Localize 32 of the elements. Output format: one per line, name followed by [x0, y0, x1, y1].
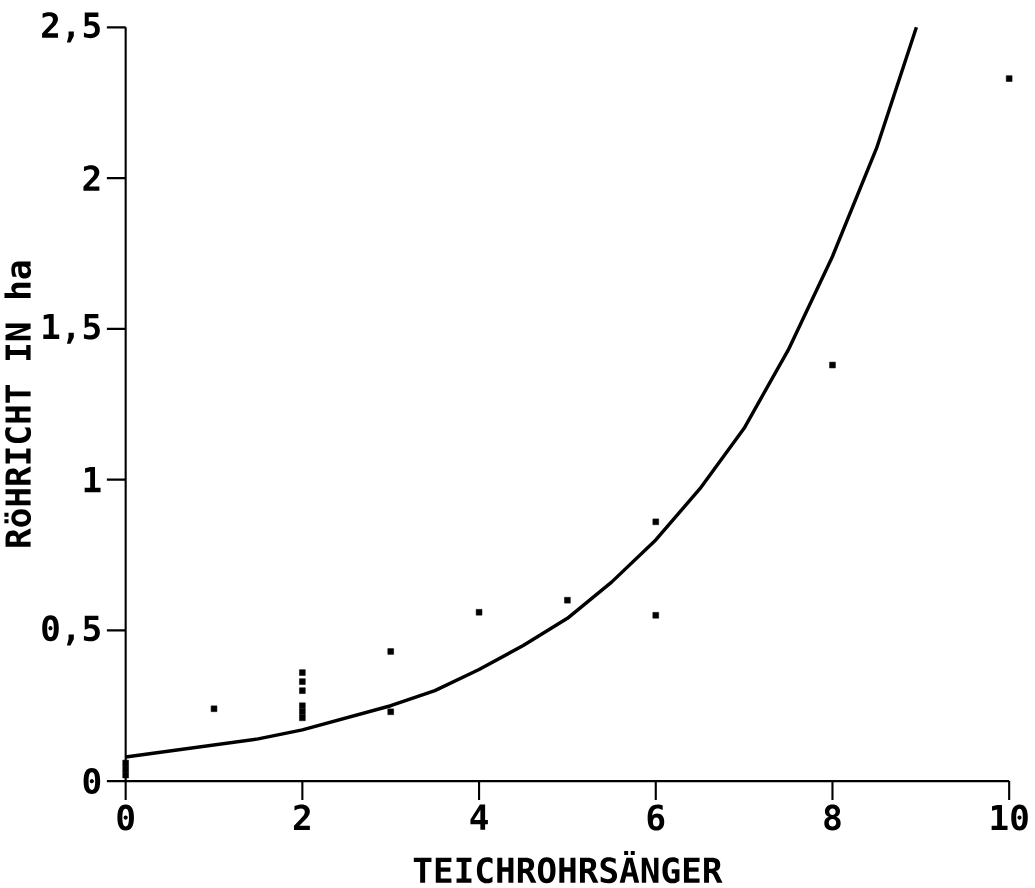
- point: [299, 678, 306, 685]
- point: [299, 669, 306, 676]
- point: [1006, 75, 1013, 82]
- x-tick-label: 6: [647, 804, 665, 831]
- x-tick-label: 2: [293, 804, 310, 831]
- y-tick-label: 2,5: [42, 12, 100, 43]
- y-axis-title: RöHRICHT IN ha: [4, 261, 32, 547]
- point: [387, 708, 394, 716]
- point: [299, 687, 306, 694]
- point: [475, 609, 483, 616]
- y-tick-label: 1: [84, 467, 101, 493]
- x-tick-label: 8: [824, 804, 841, 831]
- point: [299, 708, 306, 716]
- x-axis-title: TEICHROHRSÄNGER: [413, 851, 723, 884]
- point: [652, 518, 659, 526]
- y-tick-label: 0,5: [42, 615, 100, 646]
- y-tick-label: 2: [83, 165, 100, 191]
- point: [652, 612, 659, 619]
- point: [299, 714, 306, 722]
- x-tick-label: 10: [991, 804, 1028, 831]
- point: [122, 772, 129, 779]
- point: [122, 766, 129, 773]
- point: [210, 705, 218, 713]
- point: [387, 648, 394, 655]
- point: [299, 702, 306, 710]
- point: [122, 760, 129, 767]
- x-tick-label: 0: [117, 804, 134, 831]
- x-tick-label: 4: [470, 804, 488, 830]
- point: [829, 362, 836, 369]
- y-tick-label: 1,5: [43, 314, 100, 344]
- y-tick-label: 0: [83, 768, 101, 795]
- point: [564, 597, 571, 604]
